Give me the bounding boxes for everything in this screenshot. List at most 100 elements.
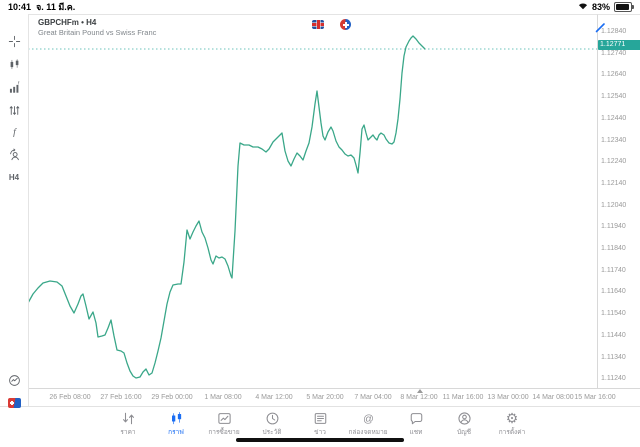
price-tick-label: 1.11340 <box>601 353 626 361</box>
time-tick-label: 29 Feb 00:00 <box>151 394 193 401</box>
chat-bubble-icon <box>409 411 424 426</box>
toolbar-functions[interactable]: f <box>0 121 28 141</box>
objects-icon <box>8 104 21 117</box>
price-tick-label: 1.11540 <box>601 310 626 318</box>
symbol-title: GBPCHFm • H4 <box>38 18 97 27</box>
current-price-badge: 1.12771 <box>598 40 640 50</box>
price-line-chart[interactable] <box>28 15 597 389</box>
chart-header[interactable]: GBPCHFm • H4 Great Britain Pound vs Swis… <box>38 18 156 37</box>
timeframe-button[interactable]: H4 <box>8 172 20 182</box>
function-icon: f <box>8 125 21 138</box>
price-tick-label: 1.11840 <box>601 245 626 252</box>
at-sign-icon: @ <box>361 411 376 426</box>
price-tick-label: 1.12840 <box>601 28 627 35</box>
last-bar-marker-icon <box>417 389 423 393</box>
tab-settings[interactable]: ⚙ การตั้งค่า <box>494 411 530 447</box>
price-tick-label: 1.12140 <box>601 179 627 187</box>
arrows-updown-icon <box>121 411 136 426</box>
symbol-description: Great Britain Pound vs Swiss Franc <box>38 28 157 37</box>
tab-label: การตั้งค่า <box>498 429 526 436</box>
status-bar: 10:41 จ. 11 มี.ค. 83% <box>0 0 640 14</box>
price-tick-label: 1.12340 <box>601 136 627 144</box>
price-tick-label: 1.11640 <box>601 288 626 296</box>
tab-history[interactable]: ประวัติ <box>254 411 290 447</box>
toolbar-objects[interactable] <box>0 100 28 120</box>
tab-label: ราคา <box>120 429 136 436</box>
price-tick-label: 1.11740 <box>601 266 626 274</box>
tab-chart[interactable]: กราฟ <box>158 411 194 447</box>
tab-accounts[interactable]: บัญชี <box>446 411 482 447</box>
time-tick-label: 13 Mar 00:00 <box>487 394 529 401</box>
status-date: จ. 11 มี.ค. <box>36 2 76 12</box>
time-tick-label: 27 Feb 16:00 <box>100 394 142 401</box>
svg-text:f: f <box>13 126 17 137</box>
indicators-icon: f <box>8 81 21 94</box>
trade-chart-icon <box>217 411 232 426</box>
tab-trade[interactable]: การซื้อขาย <box>206 411 242 447</box>
candlestick-chart-icon <box>8 58 21 71</box>
chart-canvas[interactable]: GBPCHFm • H4 Great Britain Pound vs Swis… <box>28 14 597 389</box>
toolbar-chart-preview[interactable] <box>0 370 28 390</box>
symbol-flags <box>312 19 351 30</box>
chf-flag-icon <box>340 19 351 30</box>
tab-label: กราฟ <box>168 429 184 436</box>
toolbar-trading[interactable] <box>0 144 28 164</box>
time-tick-label: 8 Mar 12:00 <box>400 394 438 401</box>
toolbar-timeframe-button[interactable]: H4 <box>0 167 28 187</box>
toolbar-symbol-flags[interactable] <box>0 393 28 413</box>
battery-percent: 83% <box>591 2 610 12</box>
price-tick-label: 1.12440 <box>601 114 627 122</box>
tab-quotes[interactable]: ราคา <box>110 411 146 447</box>
crosshair-icon <box>8 35 21 48</box>
person-circle-icon <box>457 411 472 426</box>
svg-text:f: f <box>17 81 19 85</box>
chart-toolbar: f f H4 <box>0 14 29 408</box>
wifi-icon <box>578 2 588 12</box>
price-tick-label: 1.12040 <box>601 201 627 209</box>
clock-icon <box>265 411 280 426</box>
newspaper-icon <box>313 411 328 426</box>
tab-label: ประวัติ <box>262 429 282 436</box>
tab-label: กล่องจดหมาย <box>348 429 388 436</box>
battery-icon <box>614 2 634 12</box>
close-price-series <box>28 35 426 379</box>
candlestick-tab-icon <box>169 411 184 426</box>
time-axis[interactable]: 26 Feb 08:00 27 Feb 16:00 29 Feb 00:00 1 Ma… <box>28 390 640 405</box>
price-tick-label: 1.11940 <box>601 223 626 231</box>
time-tick-label: 26 Feb 08:00 <box>49 394 91 401</box>
price-tick-label: 1.11440 <box>601 331 626 339</box>
time-tick-label: 14 Mar 08:00 <box>532 394 574 401</box>
tab-mailbox[interactable]: @ กล่องจดหมาย <box>348 411 388 447</box>
person-arrow-icon <box>8 148 21 161</box>
time-tick-label: 7 Mar 04:00 <box>354 394 392 401</box>
pencil-icon[interactable] <box>594 21 607 39</box>
pair-flags-icon[interactable] <box>7 398 21 408</box>
tab-label: การซื้อขาย <box>208 429 240 436</box>
price-tick-label: 1.12640 <box>601 71 627 79</box>
price-tick-label: 1.12240 <box>601 158 627 166</box>
time-tick-label: 11 Mar 16:00 <box>442 394 484 401</box>
clock-time: 10:41 <box>8 2 32 12</box>
tab-chat[interactable]: แชท <box>398 411 434 447</box>
axis-divider <box>0 388 640 389</box>
svg-text:@: @ <box>363 413 374 425</box>
time-tick-label: 15 Mar 16:00 <box>574 394 616 401</box>
time-tick-label: 5 Mar 20:00 <box>306 394 344 401</box>
time-tick-label: 4 Mar 12:00 <box>255 394 293 401</box>
price-tick-label: 1.12740 <box>601 49 627 57</box>
tab-label: แชท <box>409 429 423 436</box>
gear-icon: ⚙ <box>505 410 519 426</box>
price-axis[interactable]: 1.12840 1.12740 1.12640 1.12540 1.12440 1.123… <box>597 14 640 389</box>
toolbar-crosshair[interactable] <box>0 31 28 51</box>
tab-label: ข่าว <box>314 429 326 436</box>
price-tick-label: 1.11240 <box>601 375 626 383</box>
price-tick-label: 1.12540 <box>601 93 627 101</box>
toolbar-chart-type[interactable] <box>0 54 28 74</box>
tab-news[interactable]: ข่าว <box>302 411 338 447</box>
chart-circle-icon <box>8 374 21 387</box>
gbp-flag-icon <box>312 20 324 29</box>
toolbar-indicators[interactable]: f <box>0 77 28 97</box>
time-tick-label: 1 Mar 08:00 <box>204 394 242 401</box>
tab-label: บัญชี <box>456 429 472 436</box>
home-indicator[interactable] <box>236 438 404 442</box>
